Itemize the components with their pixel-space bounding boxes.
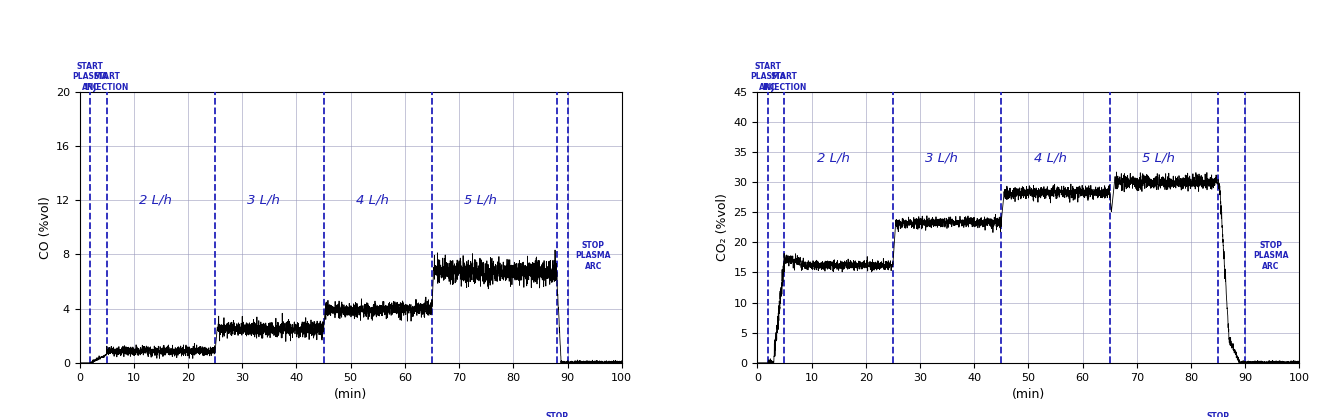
Text: START
PLASMA
ARC: START PLASMA ARC	[73, 62, 109, 92]
Text: STOP
INJECTION: STOP INJECTION	[534, 412, 579, 417]
X-axis label: (min): (min)	[334, 388, 367, 401]
X-axis label: (min): (min)	[1012, 388, 1045, 401]
Text: STOP
INJECTION: STOP INJECTION	[1196, 412, 1240, 417]
Text: 5 L/h: 5 L/h	[464, 193, 497, 207]
Text: 5 L/h: 5 L/h	[1142, 151, 1175, 164]
Text: STOP
PLASMA
ARC: STOP PLASMA ARC	[575, 241, 611, 271]
Y-axis label: CO (%vol): CO (%vol)	[38, 196, 52, 259]
Text: START
INJECTION: START INJECTION	[85, 72, 129, 92]
Text: 4 L/h: 4 L/h	[355, 193, 389, 207]
Text: 3 L/h: 3 L/h	[926, 151, 959, 164]
Text: 4 L/h: 4 L/h	[1034, 151, 1066, 164]
Y-axis label: CO₂ (%vol): CO₂ (%vol)	[716, 193, 729, 261]
Text: START
INJECTION: START INJECTION	[762, 72, 806, 92]
Text: STOP
PLASMA
ARC: STOP PLASMA ARC	[1253, 241, 1289, 271]
Text: 2 L/h: 2 L/h	[139, 193, 172, 207]
Text: 3 L/h: 3 L/h	[248, 193, 280, 207]
Text: 2 L/h: 2 L/h	[817, 151, 850, 164]
Text: START
PLASMA
ARC: START PLASMA ARC	[751, 62, 786, 92]
